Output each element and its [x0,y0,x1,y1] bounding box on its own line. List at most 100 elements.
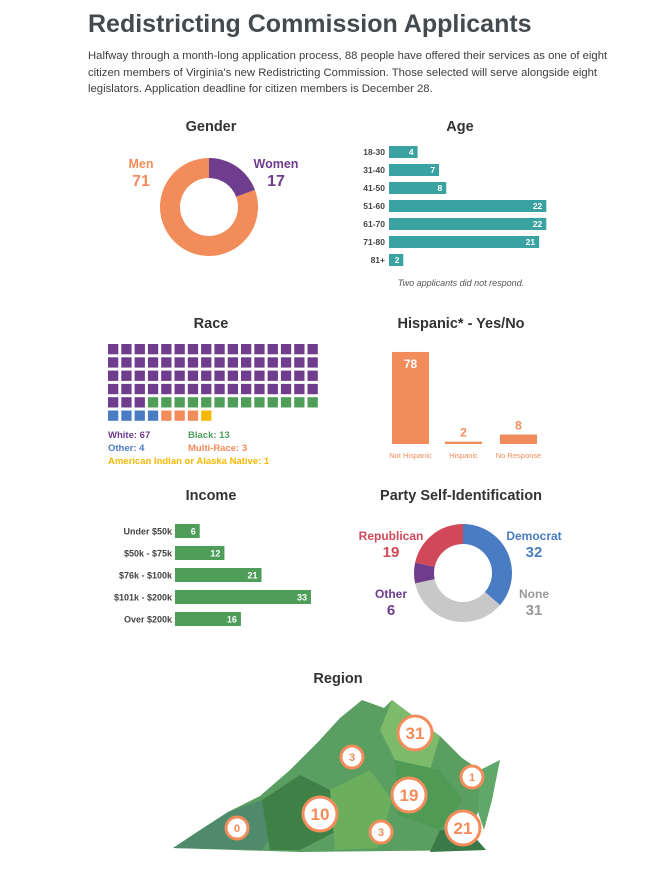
race-square [294,370,305,381]
race-square [187,370,199,381]
race-square [254,357,265,368]
income-chart-title: Income [185,488,237,504]
race-square [267,383,278,395]
gender-slice-men [159,158,258,256]
race-square [267,357,278,368]
age-value: 22 [533,201,543,211]
race-square [214,383,225,395]
region-bubble [224,815,250,841]
party-value-none: 31 [526,602,543,619]
gender-slice-women [209,158,255,197]
age-value: 4 [409,147,414,157]
race-square [187,357,199,368]
party-label-republican: Republican [359,529,424,543]
hispanic-value: 78 [404,357,418,371]
region-bubble [390,776,428,814]
race-legend-white: White: 67 [108,430,151,441]
race-square [174,357,185,368]
age-chart-title: Age [446,119,474,135]
race-square [161,397,172,408]
race-square [280,383,292,395]
race-square [174,344,185,355]
party-label-democrat: Democrat [506,529,561,543]
income-value: 33 [297,593,307,603]
income-label: $50k - $75k [124,549,173,559]
income-label: Under $50k [123,527,173,537]
age-bar [389,218,547,230]
party-label-none: None [519,587,549,601]
age-bar [389,146,418,158]
income-value: 12 [210,549,220,559]
race-square [214,344,225,355]
race-square [227,397,238,408]
race-square [241,370,252,381]
race-square [280,344,292,355]
race-square [108,370,119,381]
intro-paragraph: Halfway through a month-long application… [88,50,608,95]
race-square [227,383,238,395]
race-square [134,410,145,421]
region-chart-title: Region [313,671,363,687]
region-value: 31 [406,724,425,743]
race-square [174,410,185,421]
age-bar [389,254,404,266]
age-value: 2 [395,255,400,265]
income-value: 21 [248,571,258,581]
race-square [294,357,305,368]
age-value: 8 [437,183,442,193]
hispanic-label: Not Hispanic [389,451,432,460]
race-square [307,397,318,408]
race-legend-multi: Multi-Race: 3 [188,443,248,454]
race-square [147,370,159,381]
region-value: 0 [234,823,240,835]
race-square [147,410,159,421]
race-square [201,397,212,408]
race-square [307,357,318,368]
age-label: 61-70 [363,219,385,229]
race-square [134,397,145,408]
race-square [121,397,132,408]
region-bubble [396,714,434,752]
race-square [227,344,238,355]
age-label: 81+ [371,255,385,265]
region-bubble [444,809,482,847]
race-legend-native: American Indian or Alaska Native: 1 [108,456,270,467]
hispanic-chart-title: Hispanic* - Yes/No [397,316,525,332]
race-square [134,370,145,381]
race-square [134,383,145,395]
hispanic-value: 2 [460,426,467,440]
race-square [241,344,252,355]
race-square [161,383,172,395]
region-value: 10 [311,805,330,824]
income-label: Over $200k [124,615,173,625]
age-bar [389,182,447,194]
hispanic-bar [445,441,482,444]
race-square [147,357,159,368]
age-label: 18-30 [363,147,385,157]
race-square [214,370,225,381]
race-square [108,410,119,421]
income-bar [175,568,262,582]
gender-chart-title: Gender [185,119,237,135]
income-bar [175,524,200,538]
region-bubble [459,764,485,790]
race-square [134,344,145,355]
income-label: $101k - $200k [114,593,173,603]
race-square [307,370,318,381]
gender-value-women: 17 [267,173,285,190]
race-square [267,344,278,355]
race-square [174,397,185,408]
age-bar [389,236,540,248]
race-square [241,383,252,395]
race-square [307,383,318,395]
race-square [187,397,199,408]
region-value: 21 [454,819,473,838]
race-square [108,357,119,368]
race-square [201,357,212,368]
race-square [267,397,278,408]
race-square [214,357,225,368]
race-square [254,344,265,355]
region-value: 3 [349,752,355,764]
race-square [161,344,172,355]
